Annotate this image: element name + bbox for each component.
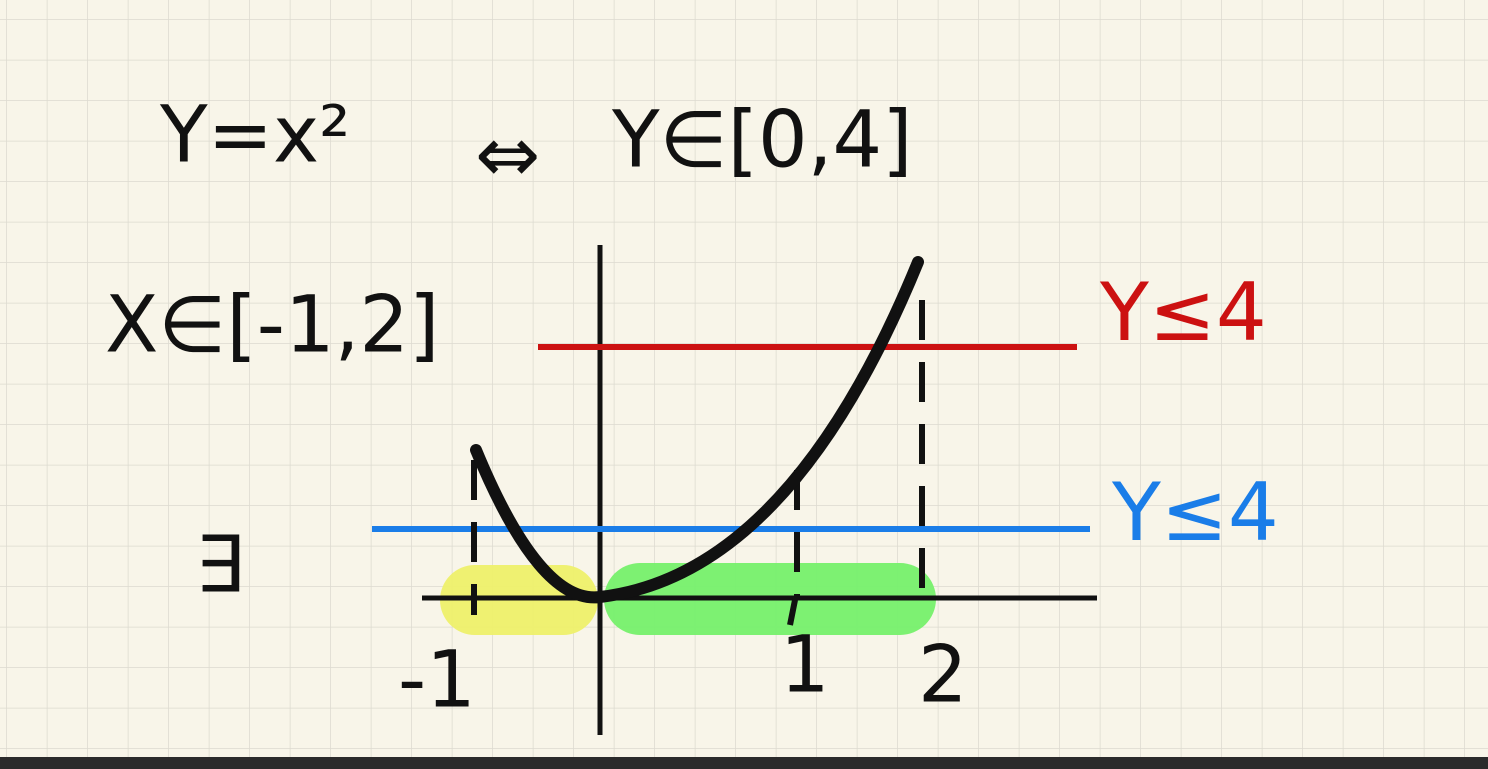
blue-label: Y≤4 xyxy=(1111,466,1279,559)
parabola xyxy=(470,256,924,604)
x-label: -1 xyxy=(398,635,476,725)
exists: ∃ xyxy=(195,520,244,610)
bottom-bar xyxy=(0,757,1488,769)
equivalence: ⇔ xyxy=(475,110,540,200)
red-label: Y≤4 xyxy=(1099,266,1267,359)
domain: X∈[-1,2] xyxy=(105,280,439,370)
x-label: 2 xyxy=(918,630,968,720)
guide-lines xyxy=(471,300,925,626)
range: Y∈[0,4] xyxy=(611,95,913,185)
x-label: 1 xyxy=(780,620,830,710)
equation: Y=x² xyxy=(159,90,350,180)
